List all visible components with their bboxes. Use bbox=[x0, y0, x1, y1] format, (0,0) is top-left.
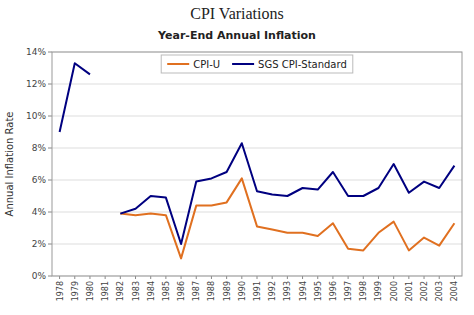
plot-data bbox=[60, 63, 455, 258]
chart: CPI Variations Year-End Annual Inflation 0… bbox=[0, 0, 474, 315]
x-tick-label: 2003 bbox=[435, 281, 444, 301]
grid-line bbox=[52, 148, 462, 149]
grid-line bbox=[52, 84, 462, 85]
x-tick-label: 2004 bbox=[450, 281, 459, 301]
x-tick-label: 1993 bbox=[283, 281, 292, 301]
subtitle: Year-End Annual Inflation bbox=[157, 29, 316, 42]
title: CPI Variations bbox=[190, 5, 283, 22]
y-tick-label: 14% bbox=[26, 47, 46, 57]
x-tick-label: 1988 bbox=[207, 281, 216, 301]
y-tick-label: 2% bbox=[32, 239, 47, 249]
x-tick-label: 1999 bbox=[374, 281, 383, 301]
grid-line bbox=[52, 244, 462, 245]
plot-frame bbox=[52, 52, 462, 276]
x-tick-label: 1986 bbox=[177, 281, 186, 301]
x-tick-label: 1995 bbox=[314, 281, 323, 301]
y-tick bbox=[48, 276, 52, 277]
y-tick-label: 12% bbox=[26, 79, 46, 89]
x-tick-label: 1985 bbox=[162, 281, 171, 301]
y-tick-label: 0% bbox=[32, 271, 47, 281]
x-tick-label: 1982 bbox=[116, 281, 125, 301]
legend-swatch bbox=[167, 63, 189, 65]
x-tick-label: 1998 bbox=[359, 281, 368, 301]
x-tick-label: 1978 bbox=[56, 281, 65, 301]
y-tick bbox=[48, 116, 52, 117]
y-tick bbox=[48, 84, 52, 85]
x-tick-label: 1989 bbox=[223, 281, 232, 301]
x-tick-label: 1992 bbox=[268, 281, 277, 301]
y-axis-label: Annual Inflation Rate bbox=[4, 112, 15, 217]
grid bbox=[52, 52, 462, 276]
x-tick-label: 1990 bbox=[238, 281, 247, 301]
y-tick-label: 6% bbox=[32, 175, 47, 185]
y-tick-label: 4% bbox=[32, 207, 47, 217]
y-tick bbox=[48, 212, 52, 213]
x-tick-label: 1997 bbox=[344, 281, 353, 301]
grid-line bbox=[52, 212, 462, 213]
x-tick-label: 1996 bbox=[329, 281, 338, 301]
y-tick bbox=[48, 180, 52, 181]
legend-box bbox=[161, 55, 353, 73]
x-tick-label: 1987 bbox=[192, 281, 201, 301]
x-tick-label: 1984 bbox=[147, 281, 156, 301]
x-tick-label: 1980 bbox=[86, 281, 95, 301]
legend-label: CPI-U bbox=[193, 59, 220, 70]
x-tick-label: 2002 bbox=[420, 281, 429, 301]
x-tick-label: 1991 bbox=[253, 281, 262, 301]
legend-swatch bbox=[232, 63, 254, 65]
x-tick-label: 1981 bbox=[101, 281, 110, 301]
x-tick-label: 2000 bbox=[390, 281, 399, 301]
y-tick bbox=[48, 148, 52, 149]
legend: CPI-U SGS CPI-Standard bbox=[161, 55, 353, 73]
grid-line bbox=[52, 180, 462, 181]
series-line bbox=[120, 178, 454, 258]
grid-line bbox=[52, 116, 462, 117]
x-tick-label: 1979 bbox=[71, 281, 80, 301]
x-tick-label: 1983 bbox=[132, 281, 141, 301]
y-tick-label: 10% bbox=[26, 111, 46, 121]
y-tick bbox=[48, 52, 52, 53]
legend-label: SGS CPI-Standard bbox=[258, 59, 347, 70]
series-line bbox=[60, 63, 455, 244]
x-tick-label: 1994 bbox=[299, 281, 308, 301]
y-tick bbox=[48, 244, 52, 245]
y-tick-label: 8% bbox=[32, 143, 47, 153]
x-tick-label: 2001 bbox=[405, 281, 414, 301]
